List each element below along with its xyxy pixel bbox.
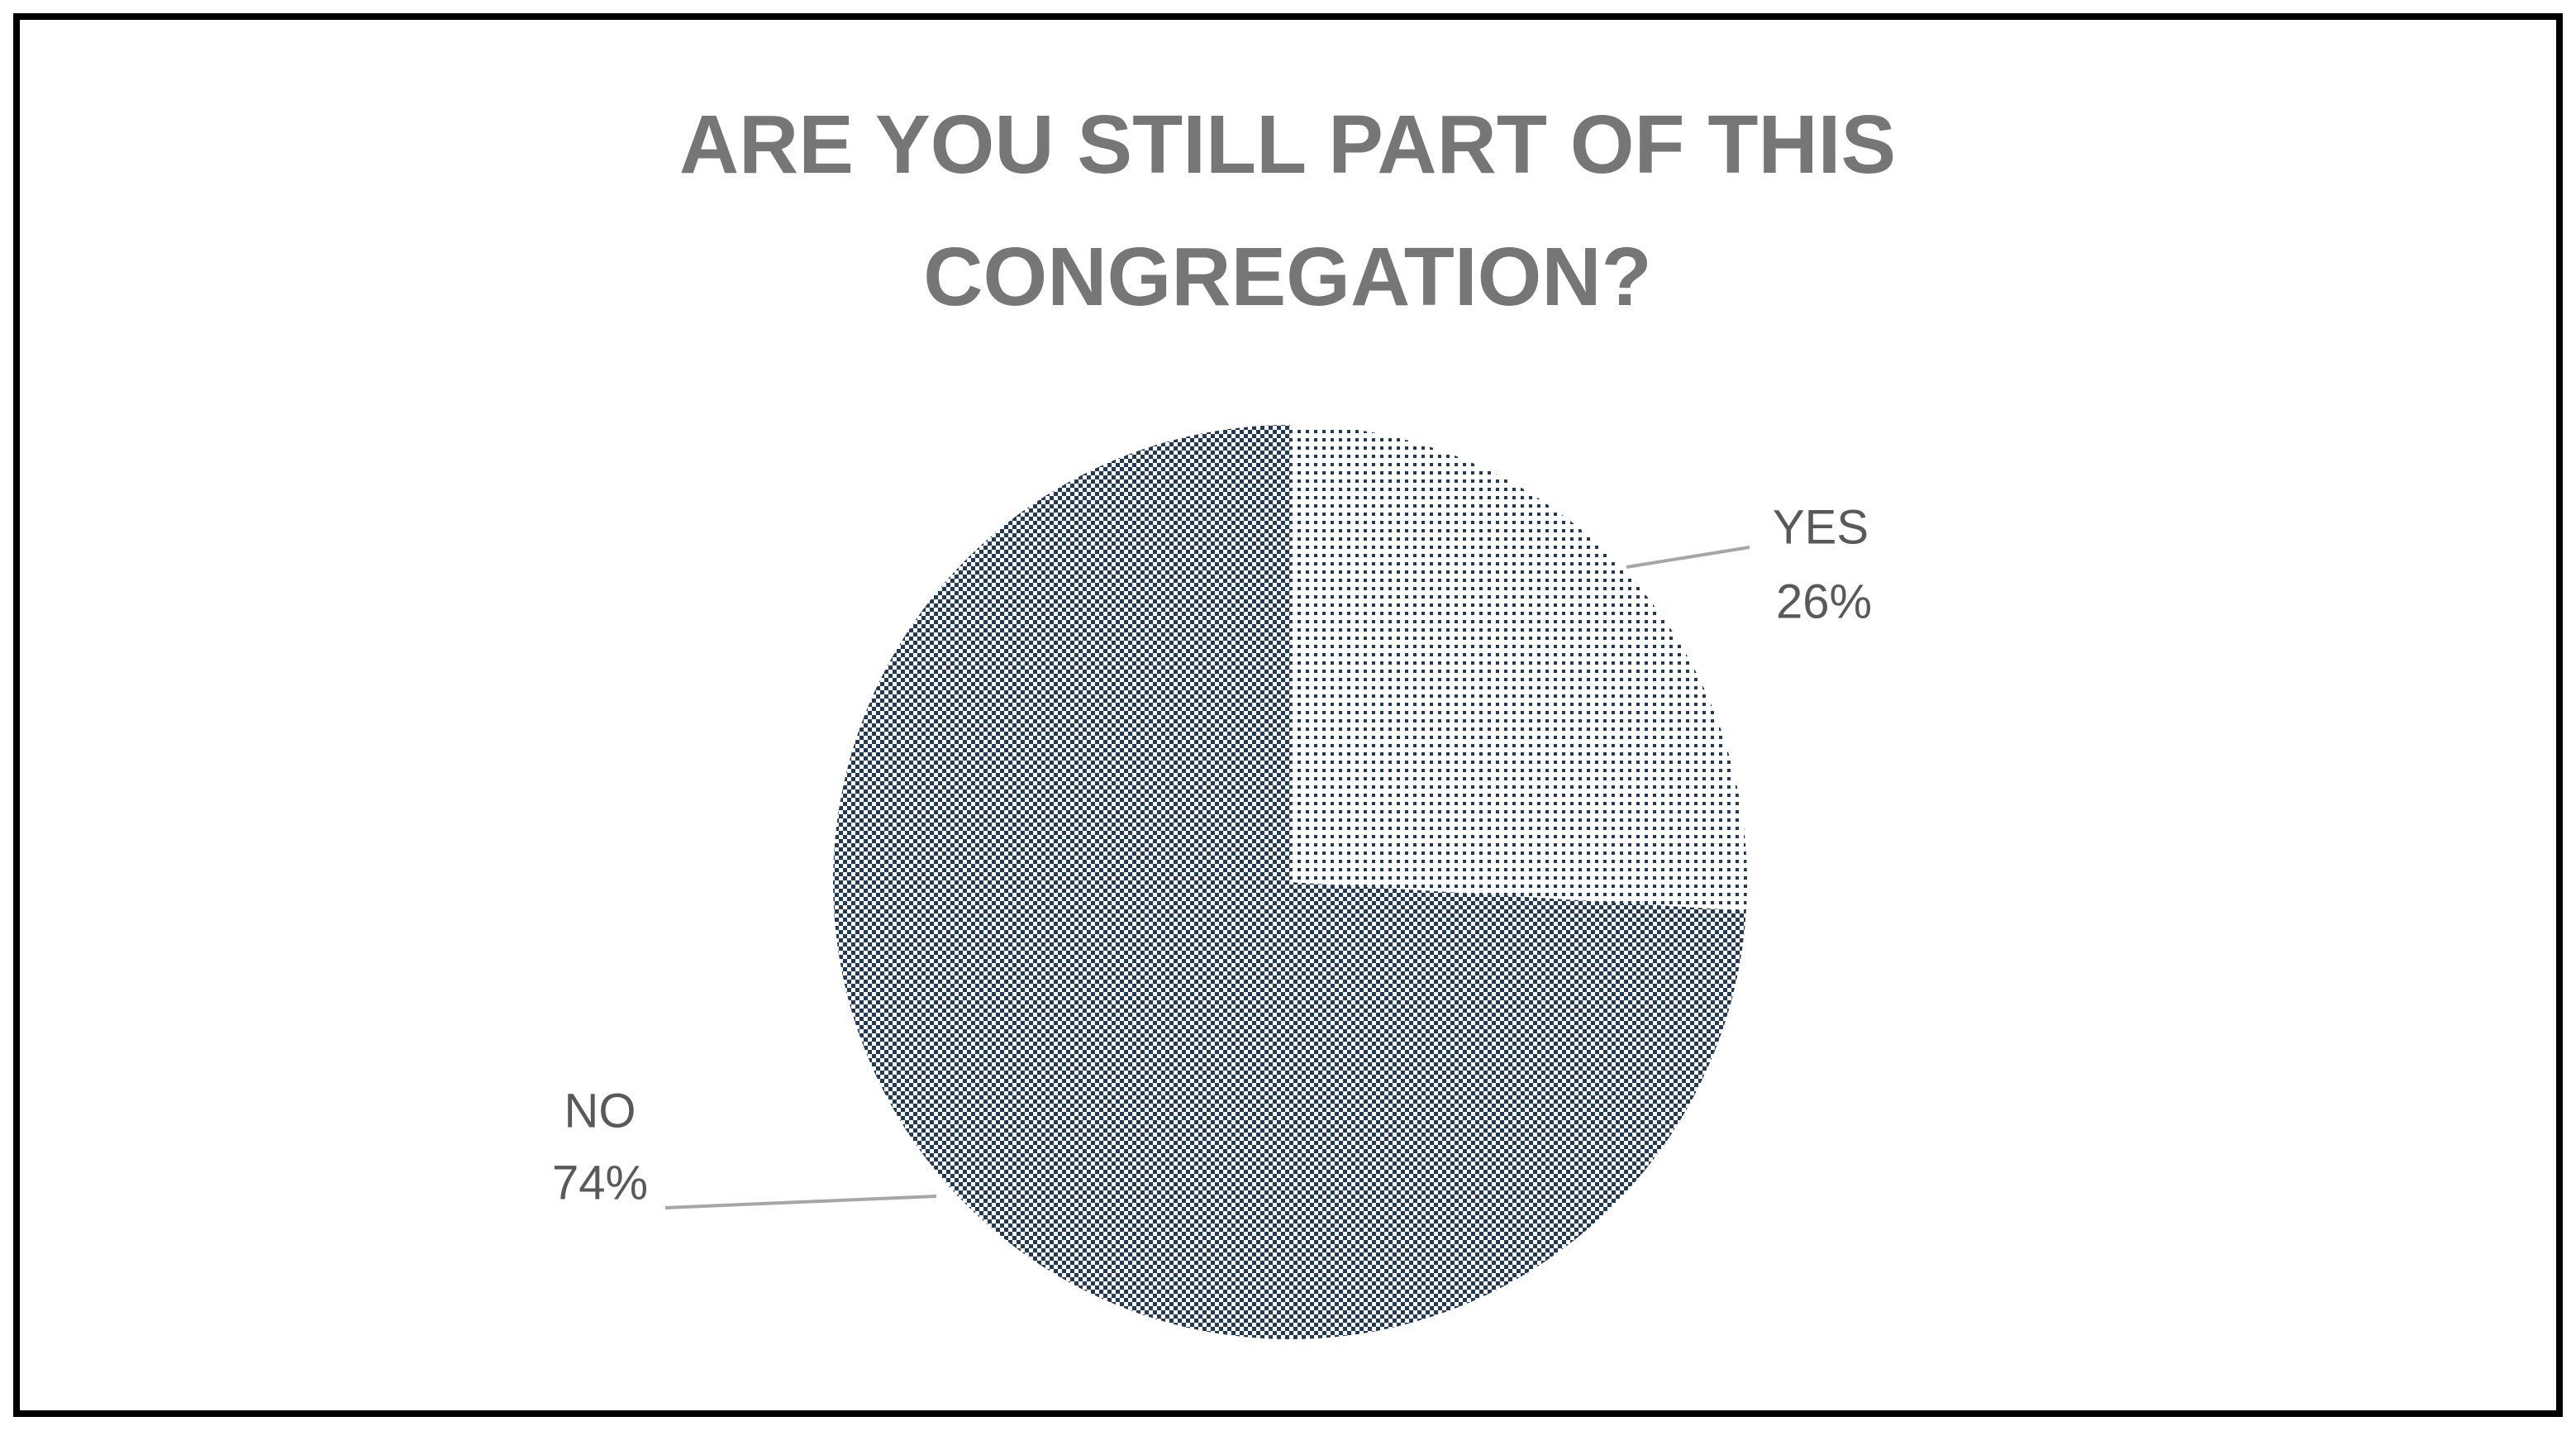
data-label: 74% (552, 1156, 648, 1209)
frame (13, 13, 2563, 1417)
pie-slice (1290, 425, 1747, 911)
legend-label: NO (564, 1084, 636, 1138)
pie-slice (833, 425, 1746, 1339)
leader-line (664, 1195, 937, 1209)
chart-title: ARE YOU STILL PART OF THIS CONGREGATION? (679, 98, 1897, 323)
data-label: 26% (1776, 575, 1872, 628)
leader-line (1626, 546, 1750, 569)
legend-label: YES (1773, 500, 1869, 554)
